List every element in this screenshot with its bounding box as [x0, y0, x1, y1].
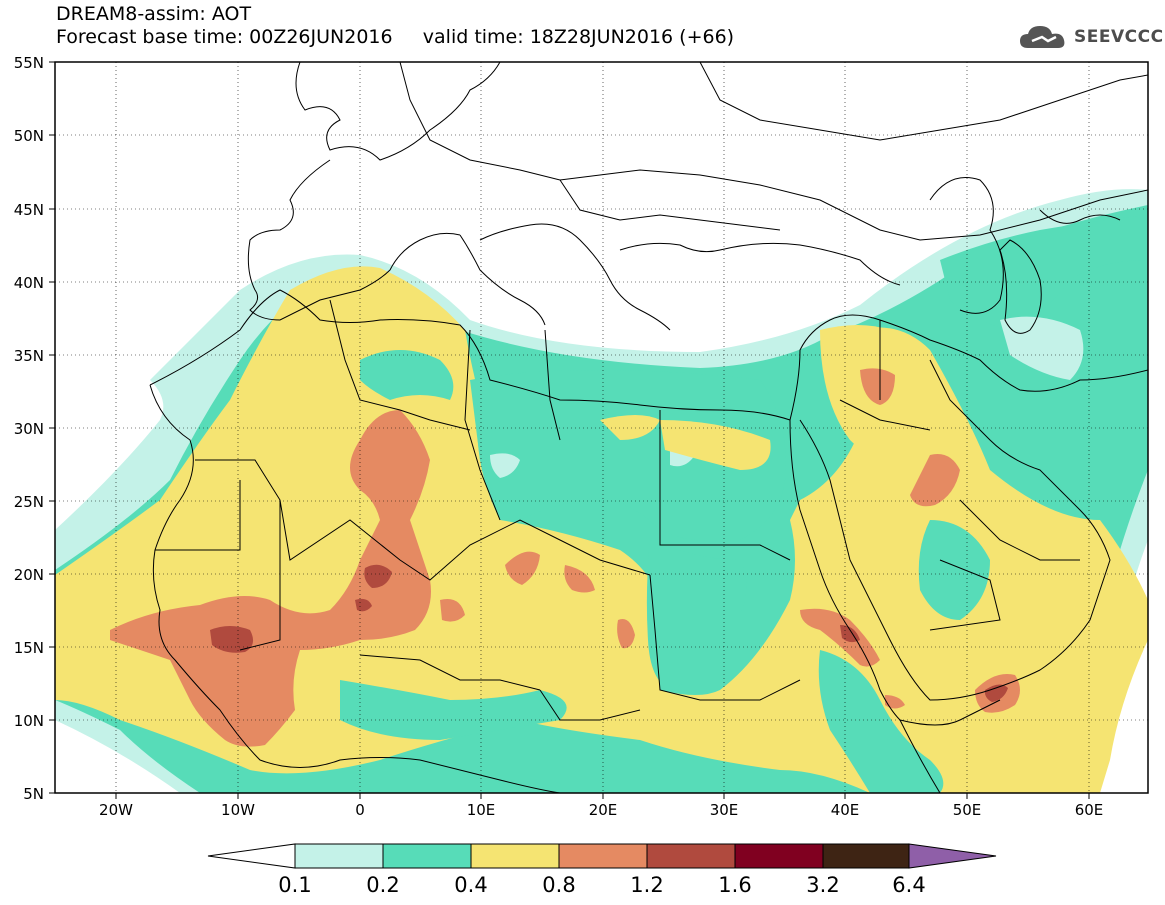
aot-patch-yellow-egypt: [660, 420, 771, 470]
lon-label: 0: [355, 801, 365, 819]
colorbar-under-triangle: [207, 843, 296, 869]
tick-marks: [49, 61, 1090, 799]
lon-label: 20E: [589, 801, 618, 819]
aot-patch-brown-algeria: [364, 564, 392, 588]
seevccc-logo: SEEVCCC: [1018, 22, 1164, 52]
colorbar-swatch: [646, 843, 736, 869]
aot-patch-salmon-niger: [505, 551, 540, 585]
colorbar-swatch: [734, 843, 824, 869]
aot-patch-salmon-chad: [564, 565, 595, 593]
aot-field: [55, 62, 1148, 793]
colorbar-label: 0.8: [542, 873, 575, 897]
lat-label: 50N: [14, 127, 44, 145]
aot-patch-brown-niger: [355, 598, 372, 612]
coastlines: [149, 62, 1148, 793]
aot-patch-yellow-tunisia: [600, 415, 660, 440]
aot-patch-brown-yemen: [984, 684, 1008, 702]
colorbar-label: 0.1: [278, 873, 311, 897]
aot-patch-salmon-libya: [440, 599, 465, 622]
forecast-time-subtitle: Forecast base time: 00Z26JUN2016 valid t…: [56, 26, 735, 48]
map-title: DREAM8-assim: AOT: [56, 3, 252, 25]
lat-label: 5N: [23, 785, 44, 803]
aot-patch-salmon-red-sea: [800, 608, 880, 667]
lat-label: 30N: [14, 420, 44, 438]
lat-label: 10N: [14, 712, 44, 730]
colorbar-label: 3.2: [806, 873, 839, 897]
lat-label: 40N: [14, 274, 44, 292]
latitude-labels: 55N 50N 45N 40N 35N 30N 25N 20N 15N 10N …: [14, 54, 44, 803]
aot-patch-teal-sudan: [646, 540, 747, 690]
lon-label: 40E: [831, 801, 860, 819]
colorbar: 0.1 0.2 0.4 0.8 1.2 1.6 3.2 6.4: [207, 843, 997, 897]
aot-patch-brown-mali: [210, 626, 254, 653]
aot-patch-salmon-arabia: [910, 454, 960, 507]
aot-patch-teal-arabia: [918, 520, 990, 620]
colorbar-label: 1.6: [718, 873, 751, 897]
aot-patch-teal-east-africa: [818, 650, 944, 793]
aot-patch-light-libya: [490, 453, 520, 478]
colorbar-swatch: [294, 843, 384, 869]
colorbar-label: 0.4: [454, 873, 487, 897]
cloud-icon: [1020, 26, 1065, 48]
lat-label: 25N: [14, 493, 44, 511]
colorbar-over-triangle: [908, 843, 997, 869]
colorbar-swatch: [822, 843, 910, 869]
longitude-labels: 20W 10W 0 10E 20E 30E 40E 50E 60E: [99, 801, 1103, 819]
lat-label: 35N: [14, 347, 44, 365]
colorbar-label: 0.2: [366, 873, 399, 897]
colorbar-label: 1.2: [630, 873, 663, 897]
colorbar-label: 6.4: [892, 873, 925, 897]
lat-label: 55N: [14, 54, 44, 72]
aot-patch-teal-caspian: [940, 215, 1148, 330]
lat-label: 45N: [14, 201, 44, 219]
colorbar-swatch: [470, 843, 560, 869]
lat-label: 15N: [14, 639, 44, 657]
lon-label: 10W: [221, 801, 255, 819]
aot-patch-yellow-iraq: [820, 325, 960, 470]
aot-patch-teal-sahel: [340, 680, 567, 740]
colorbar-swatch: [382, 843, 472, 869]
aot-patch-salmon-sudan: [617, 619, 635, 649]
lon-label: 20W: [99, 801, 133, 819]
aot-patch-salmon-iraq: [860, 368, 895, 405]
aot-patch-teal-sahara: [360, 350, 454, 400]
lon-label: 60E: [1075, 801, 1104, 819]
lon-label: 10E: [467, 801, 496, 819]
aot-patch-salmon-horn: [885, 695, 905, 709]
aot-band-0-8-mali: [110, 410, 431, 747]
aot-patch-teal-libya: [470, 370, 786, 542]
lat-label: 20N: [14, 566, 44, 584]
lon-label: 50E: [953, 801, 982, 819]
logo-text: SEEVCCC: [1074, 27, 1164, 47]
colorbar-swatch: [558, 843, 648, 869]
aot-patch-light-gulf: [1000, 316, 1084, 380]
lon-label: 30E: [710, 801, 739, 819]
